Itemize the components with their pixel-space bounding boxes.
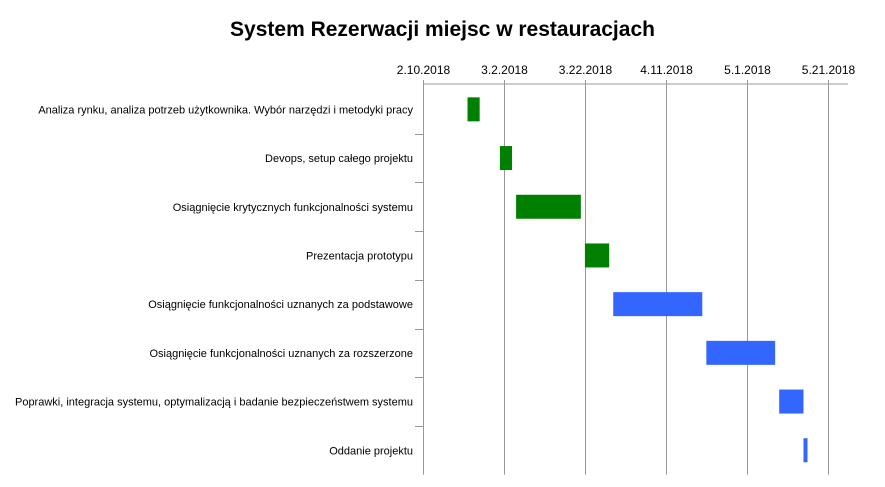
task-label: Osiągnięcie funkcjonalności uznanych za …	[148, 299, 413, 311]
task-bar	[467, 97, 480, 122]
task-bar	[499, 146, 513, 171]
x-tick-label: 5.21.2018	[802, 63, 856, 77]
task-bar	[803, 438, 808, 463]
task-label: Osiągnięcie krytycznych funkcjonalności …	[173, 202, 413, 214]
x-tick-label: 5.1.2018	[724, 63, 771, 77]
task-bar	[706, 340, 776, 365]
x-tick-label: 3.22.2018	[559, 63, 613, 77]
task-bar	[613, 292, 703, 317]
x-tick-label: 3.2.2018	[481, 63, 528, 77]
task-label: Poprawki, integracja systemu, optymaliza…	[15, 397, 413, 409]
task-bar	[516, 194, 581, 219]
chart-title: System Rezerwacji miejsc w restauracjach	[230, 18, 655, 41]
task-label: Prezentacja prototypu	[306, 250, 413, 262]
task-bar	[584, 243, 610, 268]
task-label: Analiza rynku, analiza potrzeb użytkowni…	[38, 104, 413, 116]
task-label: Osiągnięcie funkcjonalności uznanych za …	[149, 348, 413, 360]
task-bar	[779, 389, 804, 414]
task-label: Oddanie projektu	[329, 445, 413, 457]
x-tick-label: 2.10.2018	[397, 63, 451, 77]
x-tick-label: 4.11.2018	[640, 63, 693, 77]
task-label: Devops, setup całego projektu	[265, 153, 413, 165]
